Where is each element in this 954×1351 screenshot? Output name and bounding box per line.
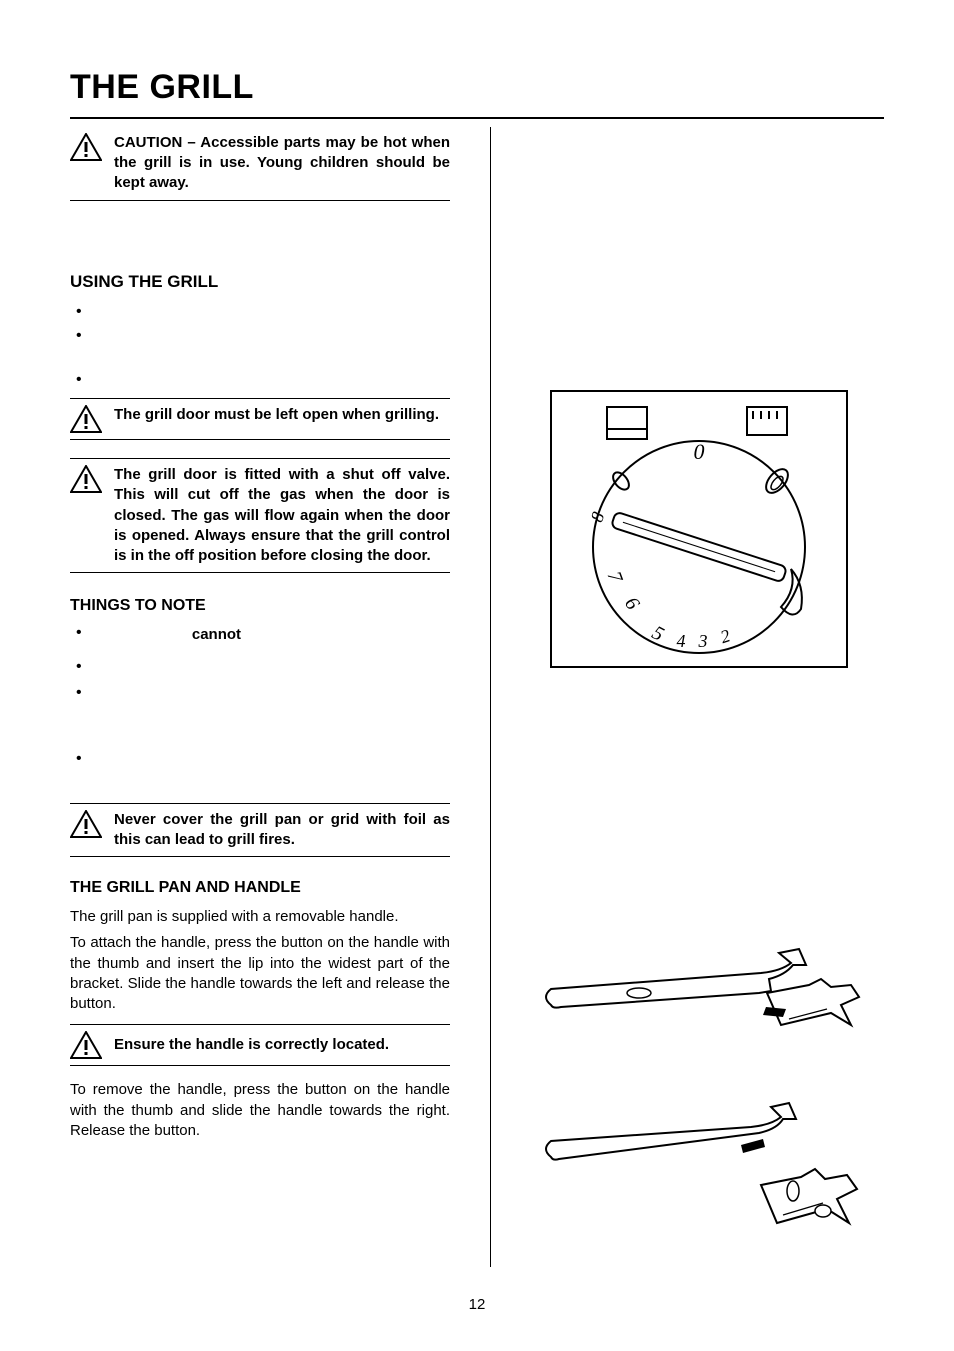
grill-pan-p3: To remove the handle, press the button o… [70,1080,450,1141]
dial-num-5: 5 [648,622,667,646]
bullet-text-pre [96,626,192,643]
dial-num-7: 7 [603,568,627,586]
bullet-item [70,659,450,681]
warning-icon [70,1031,102,1059]
warn-handle: Ensure the handle is correctly located. [70,1025,450,1065]
page-number: 12 [0,1295,954,1315]
warn-shutoff-text: The grill door is fitted with a shut off… [114,465,450,566]
divider [70,1065,450,1066]
divider [70,856,450,857]
dial-num-8: 8 [586,509,608,524]
dial-num-3: 3 [698,631,708,651]
left-column: CAUTION – Accessible parts may be hot wh… [70,127,450,1267]
warning-icon [70,465,102,493]
bullet-item: cannot [70,625,450,655]
dial-num-0: 0 [694,439,705,464]
bullet-item [70,304,450,324]
divider [70,200,450,201]
dial-num-6: 6 [620,593,644,614]
things-to-note-heading: THINGS TO NOTE [70,595,450,617]
warning-icon [70,405,102,433]
grill-pan-p1: The grill pan is supplied with a removab… [70,907,450,927]
handle-detach-illustration [531,1099,871,1265]
dial-num-4: 4 [677,631,686,651]
page-title: THE GRILL [70,65,884,119]
using-grill-heading: USING THE GRILL [70,271,450,294]
caution-text: CAUTION – Accessible parts may be hot wh… [114,133,450,194]
things-to-note-bullets: cannot [70,625,450,795]
right-column: 0 7 6 5 4 3 2 8 [490,127,884,1267]
warn-door-open: The grill door must be left open when gr… [70,399,450,439]
divider [70,572,450,573]
bullet-item [70,685,450,747]
bullet-item [70,751,450,795]
bullet-bold: cannot [192,626,241,643]
warn-handle-text: Ensure the handle is correctly located. [114,1035,450,1055]
warn-door-open-text: The grill door must be left open when gr… [114,405,450,425]
warn-foil-text: Never cover the grill pan or grid with f… [114,810,450,851]
warning-icon [70,810,102,838]
caution-box: CAUTION – Accessible parts may be hot wh… [70,127,450,200]
handle-attach-illustration [531,935,871,1061]
bullet-item [70,372,450,392]
dial-num-2: 2 [718,625,733,647]
using-grill-bullets [70,304,450,393]
warn-shutoff: The grill door is fitted with a shut off… [70,459,450,572]
two-column-layout: CAUTION – Accessible parts may be hot wh… [70,127,884,1267]
bullet-item [70,328,450,368]
warning-icon [70,133,102,161]
dial-illustration: 0 7 6 5 4 3 2 8 [549,389,849,675]
grill-pan-p2: To attach the handle, press the button o… [70,933,450,1014]
page-content: THE GRILL CAUTION – Accessible parts may… [70,65,884,1267]
grill-pan-heading: THE GRILL PAN AND HANDLE [70,877,450,899]
warn-foil: Never cover the grill pan or grid with f… [70,804,450,857]
